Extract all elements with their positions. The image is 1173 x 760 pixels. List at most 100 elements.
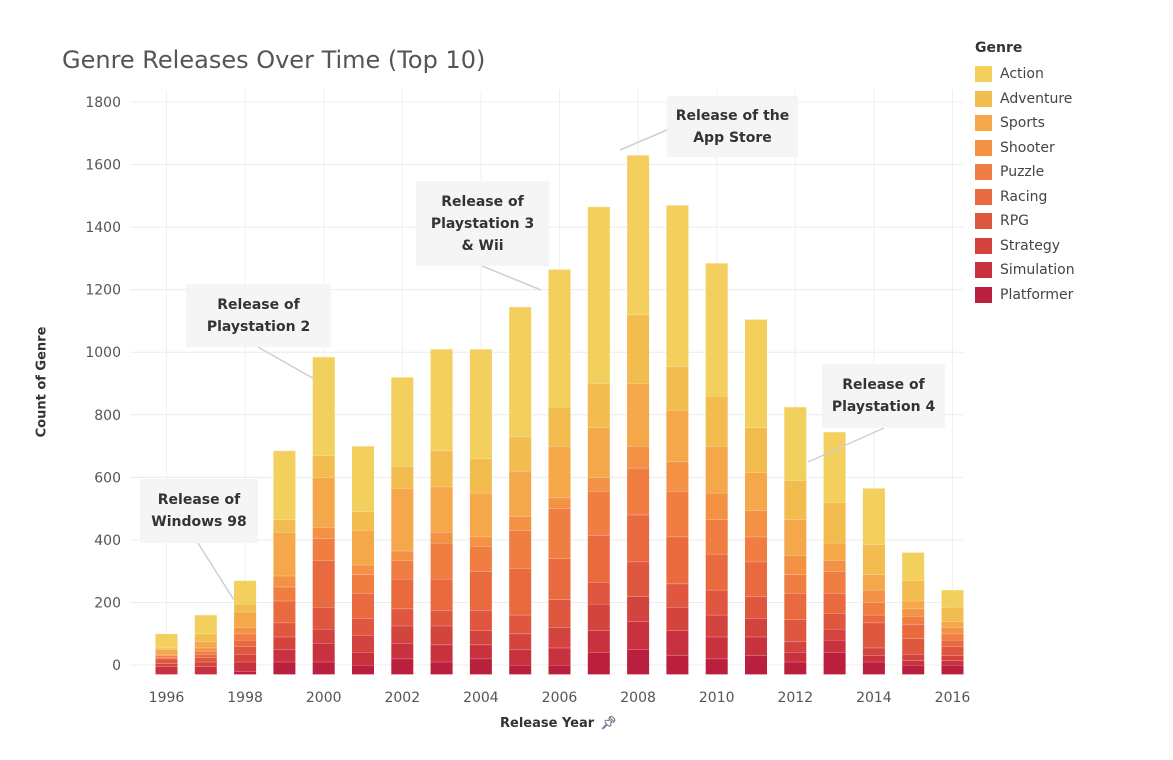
- bar-segment-simulation-2006[interactable]: [548, 647, 571, 665]
- bar-segment-strategy-2000[interactable]: [312, 629, 335, 644]
- bar-segment-sports-2011[interactable]: [745, 472, 767, 511]
- legend-item-action[interactable]: Action: [975, 62, 1075, 87]
- bar-segment-platformer-2000[interactable]: [312, 661, 335, 675]
- bar-segment-adventure-2010[interactable]: [705, 396, 728, 447]
- bar-segment-puzzle-2007[interactable]: [587, 491, 610, 536]
- bar-segment-action-2001[interactable]: [352, 446, 374, 512]
- bar-segment-adventure-2001[interactable]: [352, 511, 374, 531]
- bar-segment-shooter-2012[interactable]: [784, 555, 807, 575]
- bar-segment-adventure-2007[interactable]: [587, 383, 610, 428]
- bar-segment-action-2015[interactable]: [902, 552, 925, 581]
- bar-segment-sports-1999[interactable]: [273, 532, 296, 576]
- bar-segment-strategy-2012[interactable]: [784, 641, 807, 653]
- bar-segment-sports-2010[interactable]: [705, 446, 728, 493]
- bar-segment-racing-2004[interactable]: [469, 571, 492, 611]
- bar-segment-simulation-1998[interactable]: [234, 661, 257, 672]
- bar-segment-puzzle-2014[interactable]: [862, 602, 885, 615]
- bar-segment-shooter-2001[interactable]: [352, 564, 374, 575]
- bar-segment-puzzle-2011[interactable]: [745, 536, 767, 562]
- bar-segment-platformer-2015[interactable]: [902, 665, 925, 675]
- bar-segment-action-2004[interactable]: [469, 349, 492, 459]
- bar-segment-rpg-2000[interactable]: [312, 607, 335, 630]
- bar-segment-strategy-1998[interactable]: [234, 654, 257, 662]
- bar-segment-strategy-2002[interactable]: [391, 625, 414, 644]
- bar-segment-sports-2004[interactable]: [469, 492, 492, 537]
- bar-segment-strategy-1996[interactable]: [155, 663, 178, 667]
- bar-segment-sports-2005[interactable]: [509, 471, 532, 517]
- bar-segment-strategy-1997[interactable]: [194, 661, 217, 667]
- bar-segment-sports-2012[interactable]: [784, 519, 807, 556]
- bar-segment-simulation-2000[interactable]: [312, 643, 335, 662]
- bar-segment-platformer-2002[interactable]: [391, 658, 414, 675]
- bar-segment-adventure-1996[interactable]: [155, 647, 178, 650]
- bar-segment-sports-2006[interactable]: [548, 446, 571, 498]
- bar-segment-shooter-2009[interactable]: [666, 461, 689, 492]
- bar-segment-racing-2014[interactable]: [862, 614, 885, 623]
- bar-segment-racing-2000[interactable]: [312, 560, 335, 608]
- bar-segment-strategy-2003[interactable]: [430, 625, 453, 645]
- bar-segment-adventure-2015[interactable]: [902, 580, 925, 601]
- bar-segment-platformer-2012[interactable]: [784, 661, 807, 675]
- bar-segment-racing-2012[interactable]: [784, 593, 807, 620]
- bar-segment-rpg-1996[interactable]: [155, 658, 178, 664]
- legend-item-strategy[interactable]: Strategy: [975, 234, 1075, 259]
- bar-segment-adventure-2006[interactable]: [548, 406, 571, 447]
- bar-segment-strategy-2013[interactable]: [823, 629, 846, 640]
- bar-segment-racing-2008[interactable]: [627, 514, 650, 562]
- bar-segment-strategy-2016[interactable]: [941, 655, 964, 661]
- bar-segment-rpg-2011[interactable]: [745, 596, 767, 619]
- bar-segment-shooter-2008[interactable]: [627, 446, 650, 468]
- bar-segment-sports-1998[interactable]: [234, 611, 257, 628]
- bar-segment-sports-2007[interactable]: [587, 427, 610, 478]
- bar-segment-simulation-2012[interactable]: [784, 652, 807, 662]
- bar-segment-shooter-2010[interactable]: [705, 492, 728, 520]
- bar-segment-simulation-1996[interactable]: [155, 666, 178, 675]
- bar-segment-puzzle-2000[interactable]: [312, 538, 335, 561]
- bar-segment-racing-2003[interactable]: [430, 578, 453, 611]
- bar-segment-sports-2002[interactable]: [391, 488, 414, 551]
- bar-segment-racing-2015[interactable]: [902, 624, 925, 639]
- bar-segment-rpg-2003[interactable]: [430, 610, 453, 626]
- bar-segment-racing-2006[interactable]: [548, 558, 571, 600]
- bar-segment-strategy-2004[interactable]: [469, 630, 492, 645]
- bar-segment-rpg-2008[interactable]: [627, 561, 650, 597]
- bar-segment-strategy-2015[interactable]: [902, 654, 925, 661]
- legend-item-platformer[interactable]: Platformer: [975, 283, 1075, 308]
- bar-segment-strategy-2007[interactable]: [587, 604, 610, 631]
- bar-segment-puzzle-2008[interactable]: [627, 467, 650, 515]
- bar-segment-shooter-2016[interactable]: [941, 627, 964, 634]
- bar-segment-puzzle-2013[interactable]: [823, 571, 846, 594]
- bar-segment-action-2010[interactable]: [705, 263, 728, 397]
- bar-segment-adventure-2000[interactable]: [312, 455, 335, 478]
- bar-segment-puzzle-2004[interactable]: [469, 546, 492, 572]
- bar-segment-platformer-2010[interactable]: [705, 658, 728, 675]
- bar-segment-shooter-1999[interactable]: [273, 575, 296, 587]
- bar-segment-puzzle-2006[interactable]: [548, 508, 571, 559]
- bar-segment-platformer-2005[interactable]: [509, 665, 532, 675]
- bar-segment-action-1999[interactable]: [273, 450, 296, 520]
- bar-segment-adventure-2002[interactable]: [391, 466, 414, 489]
- bar-segment-platformer-2001[interactable]: [352, 665, 374, 675]
- bar-segment-rpg-2007[interactable]: [587, 582, 610, 605]
- bar-segment-simulation-2009[interactable]: [666, 630, 689, 656]
- bar-segment-platformer-2007[interactable]: [587, 652, 610, 675]
- bar-segment-shooter-2005[interactable]: [509, 516, 532, 531]
- bar-segment-racing-1999[interactable]: [273, 600, 296, 623]
- bar-segment-strategy-2011[interactable]: [745, 618, 767, 637]
- bar-segment-racing-2011[interactable]: [745, 561, 767, 597]
- bar-segment-platformer-2011[interactable]: [745, 655, 767, 675]
- bar-segment-simulation-1999[interactable]: [273, 649, 296, 662]
- bar-segment-sports-2015[interactable]: [902, 600, 925, 609]
- bar-segment-simulation-2007[interactable]: [587, 630, 610, 653]
- bar-segment-action-2000[interactable]: [312, 356, 335, 456]
- bar-segment-racing-2009[interactable]: [666, 536, 689, 584]
- bar-segment-puzzle-2001[interactable]: [352, 574, 374, 594]
- bar-segment-rpg-2009[interactable]: [666, 583, 689, 608]
- bar-segment-action-2009[interactable]: [666, 205, 689, 367]
- bar-segment-adventure-2012[interactable]: [784, 480, 807, 520]
- bar-segment-racing-2001[interactable]: [352, 593, 374, 619]
- bar-segment-simulation-2005[interactable]: [509, 649, 532, 665]
- bar-segment-adventure-2008[interactable]: [627, 314, 650, 384]
- bar-segment-platformer-2013[interactable]: [823, 652, 846, 675]
- bar-segment-action-2012[interactable]: [784, 406, 807, 481]
